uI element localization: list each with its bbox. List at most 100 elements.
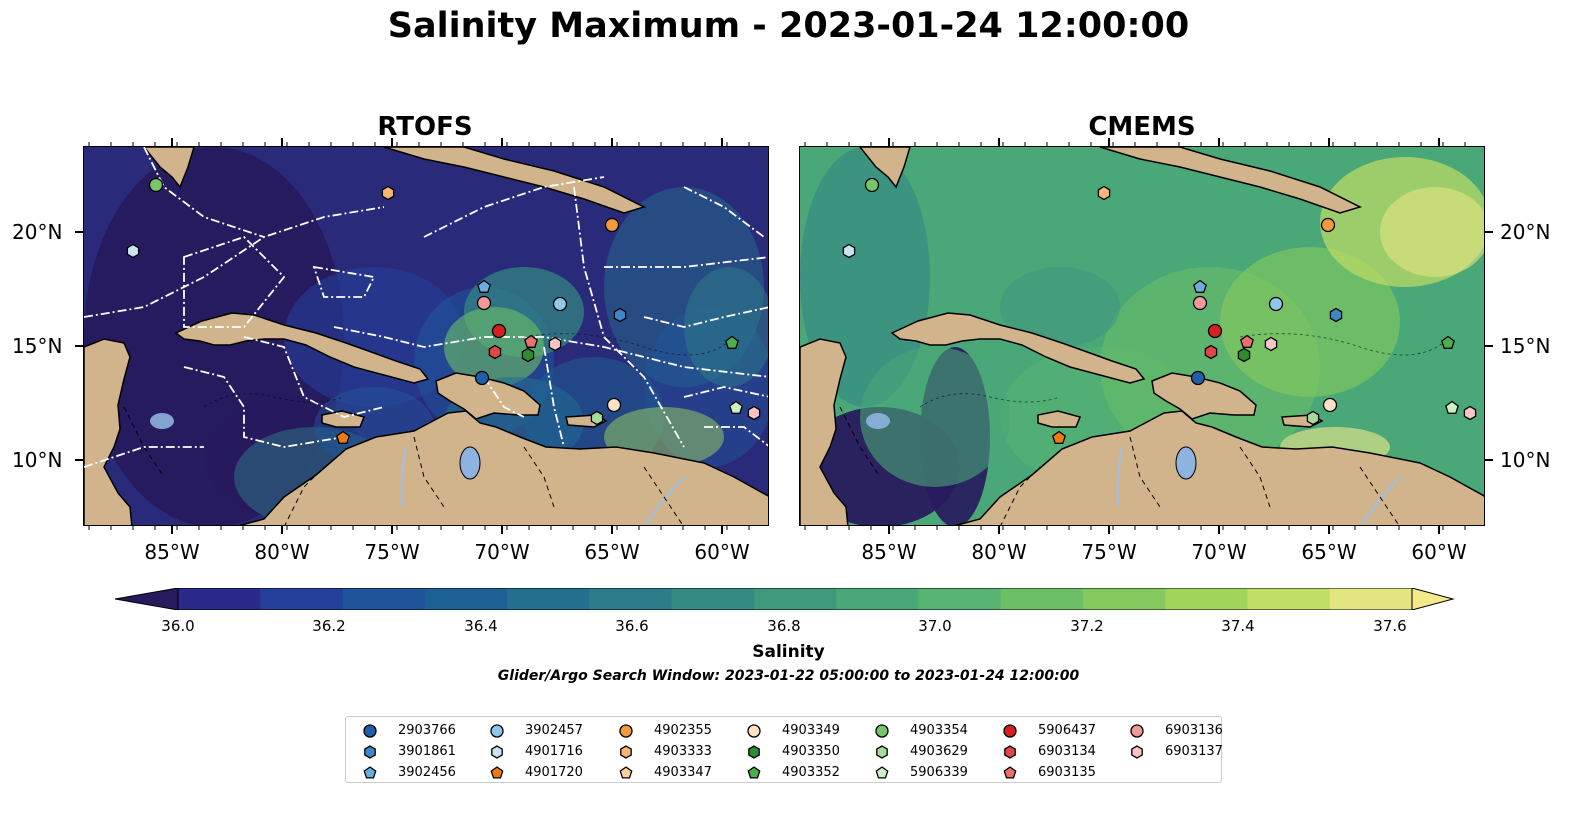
float-marker-4903350[interactable] <box>1237 347 1251 363</box>
isobath-contours <box>919 333 1451 408</box>
float-marker-4903350[interactable] <box>521 347 535 363</box>
float-marker-4903354[interactable] <box>148 177 164 193</box>
legend-symbol[interactable] <box>490 766 504 779</box>
float-marker-6903137[interactable] <box>1463 405 1477 421</box>
legend-symbol[interactable] <box>620 745 632 759</box>
legend-label: 6903137 <box>1165 744 1223 759</box>
legend-symbol[interactable] <box>490 724 504 738</box>
legend-marker-pentagon-icon <box>363 766 377 779</box>
legend-symbol[interactable] <box>1003 724 1017 738</box>
legend-label: 6903136 <box>1165 723 1223 738</box>
float-marker-3902456[interactable] <box>1193 279 1207 293</box>
float-marker-5906437[interactable] <box>1207 323 1223 339</box>
legend-symbol[interactable] <box>875 724 889 738</box>
legend-marker-circle-icon <box>875 724 889 738</box>
float-marker-4903629[interactable] <box>1306 410 1320 426</box>
figure-title: Salinity Maximum - 2023-01-24 12:00:00 <box>387 6 1190 46</box>
colorbar-segment <box>836 588 919 610</box>
float-marker-4903333[interactable] <box>1097 185 1111 201</box>
float-legend: 2903766 3901861 3902456 3902457 4901716 49017… <box>345 716 1223 783</box>
float-marker-6903137[interactable] <box>747 405 761 421</box>
colorbar <box>115 588 1455 610</box>
float-marker-4901716[interactable] <box>842 243 856 259</box>
landmass <box>800 338 849 525</box>
legend-marker-pentagon-icon <box>875 766 889 779</box>
lon-label-left: 70°W <box>474 540 530 564</box>
float-marker-3902456[interactable] <box>477 279 491 293</box>
legend-label: 4903354 <box>910 723 968 738</box>
legend-symbol[interactable] <box>363 766 377 779</box>
legend-symbol[interactable] <box>747 724 761 738</box>
legend-symbol[interactable] <box>364 745 376 759</box>
legend-symbol[interactable] <box>1003 766 1017 779</box>
float-marker-3901861[interactable] <box>613 307 627 323</box>
landmass <box>383 147 647 214</box>
float-marker-4903333[interactable] <box>381 185 395 201</box>
float-marker-6903134[interactable] <box>1204 344 1218 360</box>
float-marker-4903352[interactable] <box>1441 335 1455 349</box>
legend-symbol[interactable] <box>1004 745 1016 759</box>
float-marker-4902355[interactable] <box>1320 217 1336 233</box>
salinity-field-patch <box>684 267 768 387</box>
float-marker-4901720[interactable] <box>336 430 350 444</box>
legend-marker-hexagon-icon <box>876 745 888 759</box>
legend-label: 4901716 <box>525 744 583 759</box>
legend-symbol[interactable] <box>1130 724 1144 738</box>
float-marker-6903135[interactable] <box>524 334 538 348</box>
legend-symbol[interactable] <box>1131 745 1143 759</box>
legend-symbol[interactable] <box>876 745 888 759</box>
landmass <box>890 312 1146 384</box>
float-marker-2903766[interactable] <box>1190 370 1206 386</box>
float-marker-3902457[interactable] <box>1268 296 1284 312</box>
colorbar-segment <box>342 588 426 610</box>
legend-symbol[interactable] <box>619 766 633 779</box>
search-window-caption: Glider/Argo Search Window: 2023-01-22 05… <box>497 668 1080 684</box>
float-marker-4903352[interactable] <box>725 335 739 349</box>
legend-symbol[interactable] <box>875 766 889 779</box>
float-marker-4903349[interactable] <box>1322 397 1338 413</box>
float-marker-4903354[interactable] <box>864 177 880 193</box>
float-marker-6903137[interactable] <box>1264 336 1278 352</box>
legend-marker-pentagon-icon <box>1003 766 1017 779</box>
float-marker-3902457[interactable] <box>552 296 568 312</box>
legend-marker-hexagon-icon <box>748 745 760 759</box>
lat-label-left: 10°N <box>12 448 63 472</box>
float-marker-2903766[interactable] <box>474 370 490 386</box>
legend-marker-pentagon-icon <box>619 766 633 779</box>
legend-symbol[interactable] <box>363 724 377 738</box>
lon-label-right: 85°W <box>861 540 917 564</box>
float-marker-3901861[interactable] <box>1329 307 1343 323</box>
lon-label-left: 85°W <box>144 540 200 564</box>
float-marker-6903134[interactable] <box>488 344 502 360</box>
float-marker-5906339[interactable] <box>1445 400 1459 414</box>
float-marker-6903136[interactable] <box>1192 295 1208 311</box>
lon-label-right: 65°W <box>1301 540 1357 564</box>
float-marker-4901720[interactable] <box>1052 430 1066 444</box>
map-rtofs[interactable] <box>83 146 769 526</box>
float-marker-4903629[interactable] <box>590 410 604 426</box>
panel-title-rtofs: RTOFS <box>377 112 473 142</box>
legend-label: 4901720 <box>525 765 583 780</box>
legend-marker-circle-icon <box>1130 724 1144 738</box>
legend-symbol[interactable] <box>619 724 633 738</box>
float-marker-6903135[interactable] <box>1240 334 1254 348</box>
float-marker-5906339[interactable] <box>729 400 743 414</box>
float-marker-4903349[interactable] <box>606 397 622 413</box>
landmass <box>954 410 1484 525</box>
float-marker-5906437[interactable] <box>491 323 507 339</box>
salinity-field-patch <box>1380 187 1484 277</box>
colorbar-segment <box>178 588 261 610</box>
legend-marker-hexagon-icon <box>364 745 376 759</box>
map-cmems[interactable] <box>799 146 1485 526</box>
lake-maracaibo <box>1175 446 1197 480</box>
legend-symbol[interactable] <box>491 745 503 759</box>
float-marker-6903136[interactable] <box>476 295 492 311</box>
float-marker-4901716[interactable] <box>126 243 140 259</box>
legend-symbol[interactable] <box>748 745 760 759</box>
legend-symbol[interactable] <box>747 766 761 779</box>
float-marker-6903137[interactable] <box>548 336 562 352</box>
landmass <box>1037 410 1082 428</box>
colorbar-tick: 37.4 <box>1221 617 1255 635</box>
colorbar-segment <box>424 588 508 610</box>
float-marker-4902355[interactable] <box>604 217 620 233</box>
